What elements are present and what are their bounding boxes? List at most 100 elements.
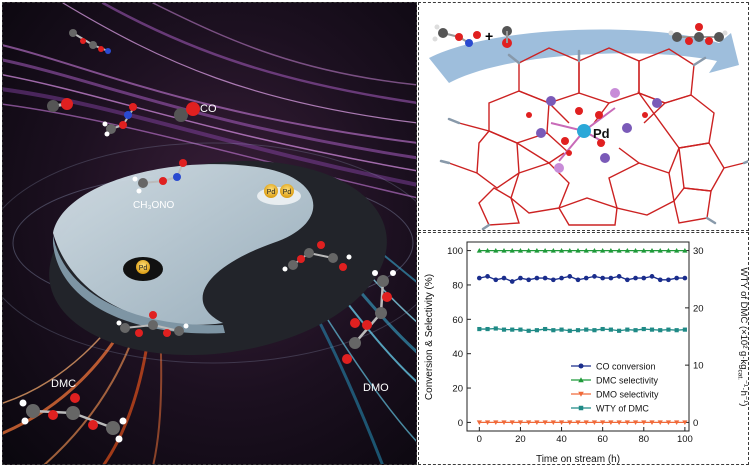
framework-hydrogen-stubs — [439, 49, 748, 230]
yin-yang-disk — [49, 160, 387, 356]
co-conversion-point — [559, 275, 564, 281]
dmo-selectivity-point — [575, 420, 581, 426]
x-tick-label: 0 — [477, 434, 482, 445]
dmc-selectivity-point — [608, 247, 614, 253]
molecule-co-left — [47, 98, 73, 112]
dmc-selectivity-point — [484, 247, 491, 253]
dmo-selectivity-point — [641, 420, 647, 426]
pd-site-single: Pd — [123, 257, 163, 281]
co-conversion-point — [526, 277, 532, 283]
wty-of-dmc-point — [682, 327, 687, 332]
dmc-selectivity-point — [517, 247, 524, 253]
co-conversion-point — [485, 274, 490, 279]
co-conversion-point — [518, 275, 523, 281]
dmc-selectivity-point — [657, 247, 663, 253]
molecule-dmo-right: DMO — [342, 270, 396, 394]
pd-site-2a-label: Pd — [267, 189, 276, 196]
co-conversion-point — [493, 277, 499, 283]
wty-of-dmc-point — [649, 327, 655, 332]
dmc-selectivity-point — [567, 247, 573, 253]
y2-tick-label: 0 — [693, 418, 698, 429]
dmo-selectivity-point — [674, 420, 680, 426]
legend-label-dmc-selectivity: DMC selectivity — [596, 376, 659, 386]
co-conversion-point — [542, 275, 548, 281]
co-conversion-point — [641, 275, 647, 281]
y-tick-label: 40 — [452, 349, 463, 360]
dmo-selectivity-point — [567, 420, 573, 426]
wty-of-dmc-point — [584, 327, 589, 332]
wty-of-dmc-point — [477, 326, 482, 332]
zeolite-svg: + — [429, 23, 748, 230]
wty-of-dmc-point — [633, 328, 638, 333]
dmo-selectivity-point — [534, 420, 540, 426]
dmo-selectivity-point — [616, 420, 622, 426]
y-axis-ticks: 0 20 40 60 80 100 — [447, 246, 471, 429]
dmc-selectivity-point — [550, 247, 556, 253]
legend-swatch-marker — [578, 377, 584, 383]
wty-of-dmc-point — [559, 327, 564, 332]
dmc-selectivity-point — [558, 247, 565, 253]
dmo-selectivity-point — [558, 420, 565, 426]
wty-of-dmc-point — [674, 328, 679, 333]
co-conversion-point — [583, 275, 589, 281]
legend-swatch-marker — [578, 405, 584, 411]
wty-of-dmc-point — [551, 328, 556, 333]
dmc-selectivity-point — [534, 247, 540, 253]
legend-label-co-conversion: CO conversion — [596, 362, 656, 372]
y2-tick-label: 20 — [693, 303, 704, 314]
wty-of-dmc-point — [641, 326, 646, 332]
co-conversion-point — [666, 277, 671, 283]
x-tick-label: 60 — [597, 434, 608, 445]
dmo-selectivity-point — [608, 420, 614, 426]
dmo-selectivity-point — [484, 420, 491, 426]
dmo-selectivity-point — [542, 420, 548, 426]
dmc-selectivity-point — [616, 247, 622, 253]
chart-legend: CO conversion DMC selectivity DMO selectiv… — [571, 362, 659, 414]
molecule-dmc-bottom: DMC — [19, 378, 127, 443]
co-conversion-point — [624, 277, 630, 283]
co-conversion-point — [616, 274, 622, 279]
dmo-selectivity-point — [649, 420, 655, 426]
stability-chart-panel: 0 20 40 60 80 100 0 20 40 60 80 100 0 10 20 30 Time o… — [418, 232, 749, 465]
x-axis-label: Time on stream (h) — [536, 454, 620, 465]
dmc-selectivity-point — [542, 247, 548, 253]
pd-site-2b-label: Pd — [283, 189, 292, 196]
y-tick-label: 80 — [452, 280, 463, 291]
dmo-selectivity-point — [526, 420, 532, 426]
co-conversion-point — [649, 274, 655, 279]
y2-label-tail: ·h — [738, 387, 749, 395]
plus-sign: + — [485, 28, 493, 44]
y-tick-label: 20 — [452, 384, 463, 395]
wty-of-dmc-point — [493, 326, 498, 331]
legend-label-wty-of-dmc: WTY of DMC — [596, 404, 649, 414]
co-conversion-point — [657, 277, 663, 283]
dmo-selectivity-point — [509, 420, 515, 426]
dmc-selectivity-point — [501, 247, 507, 253]
stability-chart: 0 20 40 60 80 100 0 20 40 60 80 100 0 10 20 30 Time o… — [424, 241, 750, 465]
molecule-ch3ono: CH₃ONO — [132, 159, 187, 211]
dmo-selectivity-point — [657, 420, 663, 426]
y2-tick-label: 10 — [693, 361, 704, 372]
wty-of-dmc-point — [600, 326, 605, 332]
y2-label-sup2: −1 — [743, 396, 750, 404]
dmc-selectivity-point — [674, 247, 680, 253]
dmc-selectivity-point — [575, 247, 581, 253]
co-conversion-point — [608, 275, 614, 281]
wty-of-dmc-point — [666, 327, 671, 332]
wty-of-dmc-point — [625, 327, 630, 332]
zeolite-structure-panel: + — [418, 2, 749, 231]
wty-of-dmc-point — [534, 328, 539, 333]
dmc-selectivity-point — [632, 247, 639, 253]
x-tick-label: 20 — [515, 434, 526, 445]
dmo-selectivity-point — [624, 420, 630, 426]
product-molecule — [668, 23, 728, 45]
dmc-selectivity-point — [682, 247, 688, 253]
y2-tick-label: 30 — [693, 246, 704, 257]
co-conversion-point — [575, 277, 581, 283]
dmc-selectivity-point — [526, 247, 532, 253]
dmo-selectivity-point — [493, 420, 499, 426]
wty-of-dmc-point — [518, 327, 523, 332]
co-molecule — [502, 26, 512, 48]
plot-frame — [466, 241, 690, 432]
co-label: CO — [200, 103, 217, 115]
